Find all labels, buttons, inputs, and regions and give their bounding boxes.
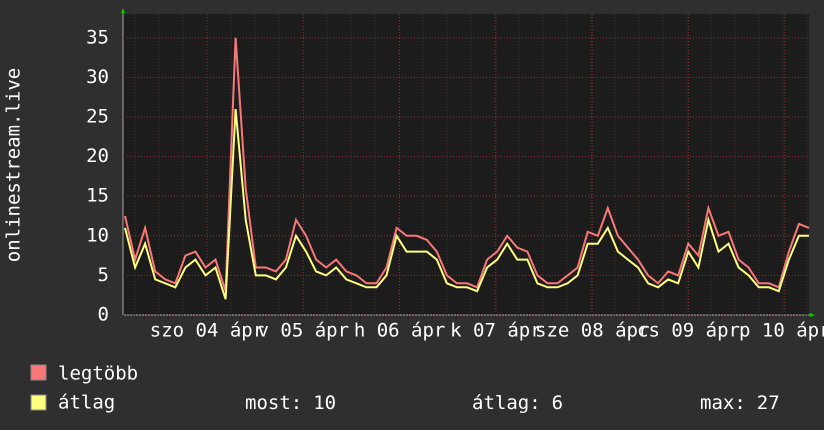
stat-value: 10 [313,392,336,414]
x-tick-label: k 07 ápr [450,320,542,342]
x-tick-label: v 05 ápr [258,320,350,342]
stat-label: átlag: [472,392,541,414]
y-tick-label: 10 [86,224,109,246]
axis-arrow [810,313,815,317]
series-line [124,109,809,300]
x-tick-label: sze 08 ápr [535,320,649,342]
x-tick-label: szo 04 ápr [150,320,264,342]
y-tick-label: 35 [86,26,109,48]
x-tick-label: p 10 ápr [739,320,824,342]
y-tick-label: 5 [98,264,109,286]
legend-swatch [30,394,47,411]
stat-value: 6 [552,392,563,414]
stat: max: 27 [700,392,780,414]
series-line [124,37,810,292]
legend-swatch [30,364,47,381]
y-tick-label: 20 [86,145,109,167]
y-tick-label: 25 [86,105,109,127]
x-tick-label: h 06 ápr [354,320,446,342]
y-tick-label: 0 [98,304,109,326]
y-tick-label: 15 [86,185,109,207]
legend-label: legtöbb [58,363,138,385]
stat-value: 27 [757,392,780,414]
stat-label: most: [245,392,302,414]
x-tick-label: cs 09 ápr [637,320,740,342]
y-axis-label: onlinestream.live [3,68,25,262]
stat-label: max: [700,392,746,414]
y-tick-label: 30 [86,66,109,88]
axis-arrow [121,8,125,13]
legend-label: átlag [58,392,115,414]
stat: átlag: 6 [472,392,563,414]
stat: most: 10 [245,392,336,414]
